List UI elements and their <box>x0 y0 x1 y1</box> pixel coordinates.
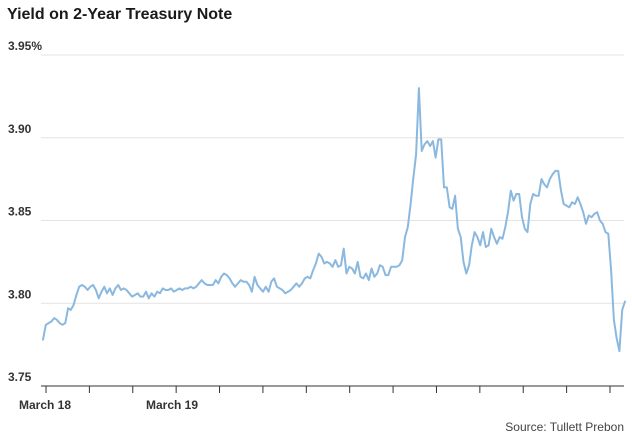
y-tick-label: 3.80 <box>8 287 32 301</box>
y-tick-label: 3.85 <box>8 205 32 219</box>
x-tick-label: March 18 <box>19 398 71 412</box>
series-line <box>42 87 626 353</box>
source-note: Source: Tullett Prebon <box>505 420 624 434</box>
x-axis: March 18 March 19 <box>19 385 624 412</box>
y-axis: 3.75 3.80 3.85 3.90 3.95% <box>8 39 42 384</box>
y-tick-label: 3.75 <box>8 370 32 384</box>
chart-title: Yield on 2-Year Treasury Note <box>7 6 233 23</box>
series-group <box>42 87 626 353</box>
grid-lines <box>41 54 624 304</box>
x-tick-label: March 19 <box>146 398 198 412</box>
y-tick-label: 3.90 <box>8 122 32 136</box>
y-tick-label: 3.95% <box>8 39 42 53</box>
